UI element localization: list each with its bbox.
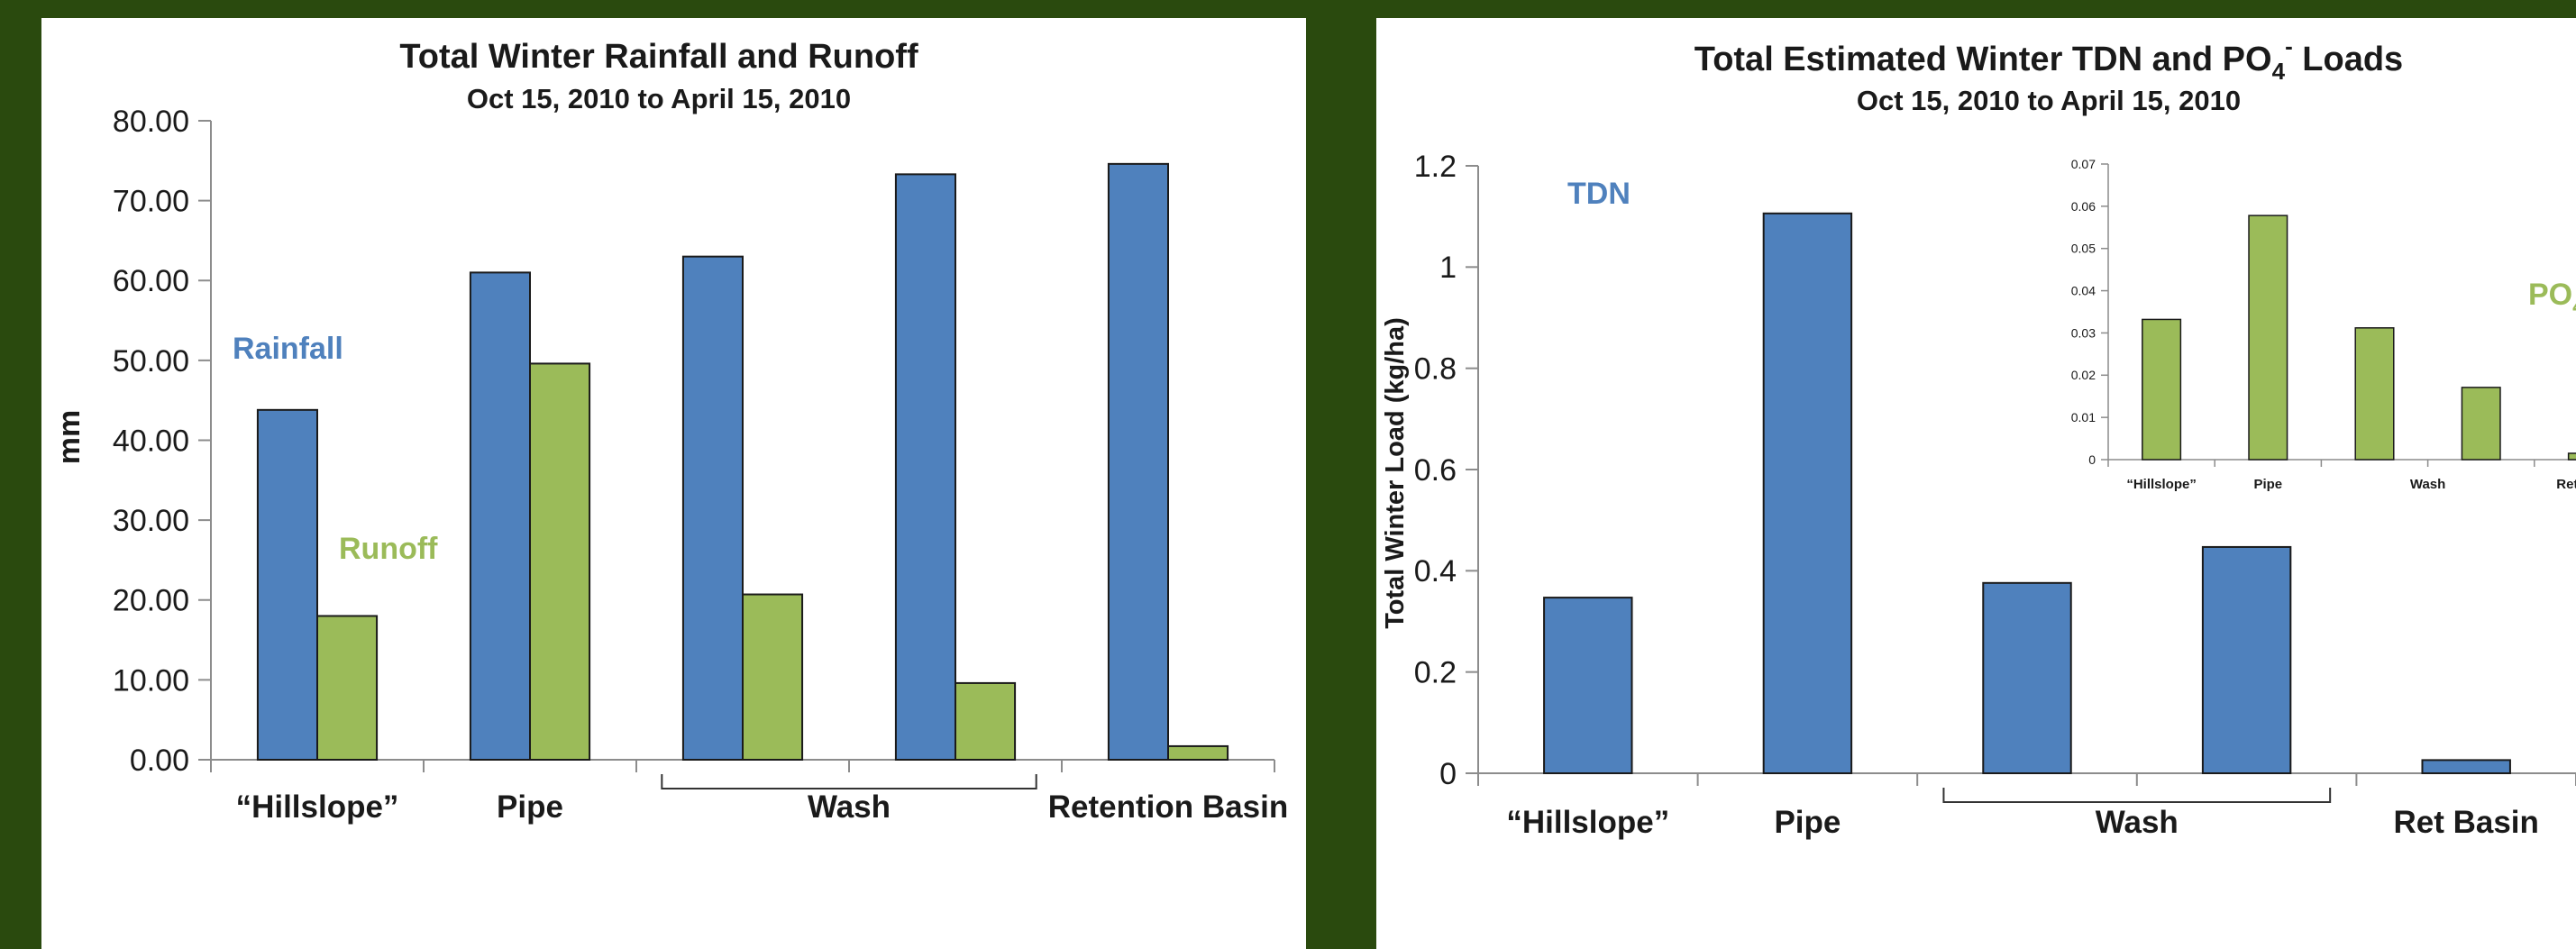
bar-rainfall-2	[681, 255, 744, 762]
bar-po4-3	[2461, 387, 2501, 461]
x-category-label: Ret Basin	[2556, 477, 2576, 492]
bar-rainfall-4	[1107, 162, 1170, 762]
bar-rainfall-1	[469, 271, 532, 761]
bar-po4-2	[2354, 327, 2395, 461]
y-axis-label: Total Winter Load (kg/ha)	[1381, 317, 1410, 629]
y-tick-label: 0.07	[2071, 157, 2096, 171]
y-tick-label: 40.00	[113, 424, 189, 458]
y-tick-label: 0.8	[1414, 352, 1457, 387]
y-axis-label: mm	[52, 410, 87, 464]
x-category-label: Wash	[2096, 805, 2179, 840]
y-tick-label: 0.2	[1414, 656, 1457, 690]
x-category-label: Pipe	[2253, 477, 2282, 492]
wash-bracket	[1942, 788, 2332, 803]
x-category-label: Wash	[808, 789, 891, 825]
bar-runoff-2	[742, 593, 804, 762]
bar-po4-1	[2248, 214, 2288, 461]
bar-tdn-2	[1982, 581, 2072, 775]
x-category-label: “Hillslope”	[236, 789, 399, 825]
y-tick-label: 0	[1439, 757, 1457, 791]
bar-po4-0	[2142, 318, 2182, 461]
x-category-label: Wash	[2410, 477, 2445, 492]
bar-runoff-4	[1167, 744, 1229, 762]
y-tick-label: 20.00	[113, 584, 189, 618]
bar-tdn-1	[1762, 212, 1853, 774]
nutrient-loads-panel: Total Estimated Winter TDN and PO4- Load…	[1376, 18, 2576, 949]
y-tick-label: 60.00	[113, 264, 189, 298]
x-category-label: “Hillslope”	[2126, 477, 2197, 492]
y-tick-label: 0.03	[2071, 325, 2096, 340]
x-category-label: Ret Basin	[2393, 805, 2538, 840]
bar-tdn-3	[2201, 545, 2292, 774]
plot-area: 0 0.2 0.4 0.6 0.8 1 1.2 “Hillslope” Pipe Wash Ret …	[1414, 150, 2576, 840]
bar-rainfall-3	[894, 173, 956, 762]
title-superscript: -	[2285, 32, 2293, 59]
y-tick-label: 50.00	[113, 344, 189, 379]
title-tail: Loads	[2293, 41, 2403, 78]
wash-bracket	[661, 774, 1037, 789]
bar-runoff-3	[955, 681, 1017, 761]
title-subscript: 4	[2272, 58, 2286, 85]
chart-title: Total Estimated Winter TDN and PO4- Load…	[1694, 32, 2403, 85]
bar-po4-4	[2567, 452, 2576, 461]
y-tick-label: 0.06	[2071, 199, 2096, 214]
x-category-label: Pipe	[1774, 805, 1841, 840]
nutrient-loads-chart: Total Estimated Winter TDN and PO4- Load…	[1381, 32, 2576, 840]
y-tick-label: 0.02	[2071, 368, 2096, 382]
x-category-label: Pipe	[497, 789, 563, 825]
y-tick-label: 1.2	[1414, 150, 1457, 184]
bar-runoff-0	[316, 615, 379, 761]
chart-title: Total Winter Rainfall and Runoff	[399, 38, 918, 76]
y-tick-label: 30.00	[113, 504, 189, 538]
inset-plot-area: 0 0.01 0.02 0.03 0.04 0.05 0.06 0.07 “Hillslope”…	[2071, 157, 2576, 492]
x-category-label: Retention Basin	[1048, 789, 1288, 825]
y-tick-label: 10.00	[113, 663, 189, 698]
y-tick-label: 0.04	[2071, 283, 2096, 297]
rainfall-runoff-chart: Total Winter Rainfall and Runoff Oct 15,…	[52, 38, 1288, 825]
y-tick-label: 1	[1439, 251, 1457, 285]
y-tick-label: 0.4	[1414, 554, 1457, 589]
x-category-label: “Hillslope”	[1506, 805, 1669, 840]
bar-tdn-4	[2421, 759, 2511, 775]
series-label-runoff: Runoff	[339, 532, 438, 566]
chart-subtitle: Oct 15, 2010 to April 15, 2010	[1857, 85, 2241, 116]
y-tick-label: 0.05	[2071, 242, 2096, 256]
series-label-tdn: TDN	[1567, 177, 1631, 211]
bar-runoff-1	[529, 362, 591, 761]
series-label-rainfall: Rainfall	[233, 332, 343, 366]
rainfall-runoff-panel: Total Winter Rainfall and Runoff Oct 15,…	[41, 18, 1306, 949]
inset-series-label-po4: PO4	[2528, 278, 2576, 319]
y-tick-label: 80.00	[113, 105, 189, 139]
y-tick-label: 0.01	[2071, 410, 2096, 424]
y-tick-label: 0.6	[1414, 453, 1457, 488]
bar-rainfall-0	[256, 408, 318, 761]
inset-label-subscript: 4	[2572, 295, 2576, 319]
plot-area: 0.00 10.00 20.00 30.00 40.00 50.00 60.00 70.00 8…	[113, 105, 1288, 825]
bar-tdn-0	[1543, 597, 1633, 775]
chart-subtitle: Oct 15, 2010 to April 15, 2010	[467, 83, 851, 114]
y-tick-label: 0.00	[130, 744, 189, 778]
y-tick-label: 0	[2088, 452, 2096, 467]
y-tick-label: 70.00	[113, 185, 189, 219]
